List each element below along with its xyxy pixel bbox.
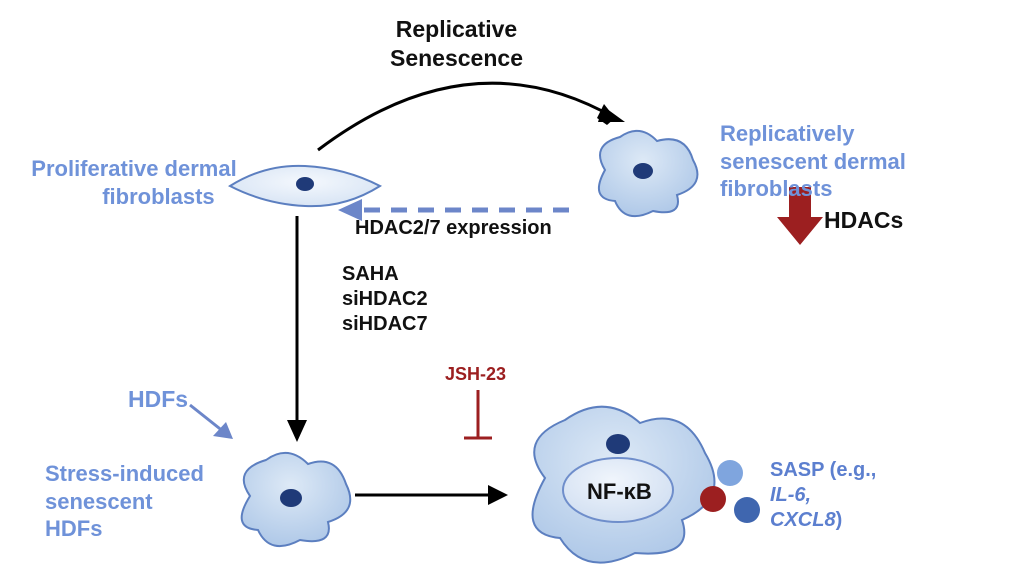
sasp-dots (695, 455, 775, 535)
stress-senescent-cell (228, 448, 358, 552)
label-nfkb: NF-κB (587, 478, 652, 506)
label-replicative-senescence: Replicative Senescence (390, 15, 523, 73)
label-replicatively-senescent: Replicatively senescent dermal fibroblas… (720, 120, 906, 203)
label-jsh23: JSH-23 (445, 363, 506, 386)
replicatively-senescent-cell (585, 125, 705, 221)
label-stress-induced: Stress-induced senescent HDFs (45, 460, 204, 543)
label-hdacs: HDACs (824, 206, 903, 235)
label-proliferative-fibroblasts: Proliferative dermal fibroblasts (24, 155, 244, 210)
label-hdac-expression: HDAC2/7 expression (355, 216, 552, 241)
label-hdfs: HDFs (128, 385, 188, 414)
label-saha-sihdac: SAHA siHDAC2 siHDAC7 (342, 262, 428, 337)
arrow-to-sasp-cell (355, 485, 508, 505)
jsh23-inhibitor (464, 390, 492, 438)
proliferative-fibroblast-cell (225, 158, 385, 214)
arrow-hdfs (190, 405, 233, 439)
arrow-saha-down (287, 216, 307, 442)
arrow-replicative-senescence (318, 83, 627, 150)
label-sasp: SASP (e.g.,IL-6,CXCL8) (770, 458, 876, 533)
